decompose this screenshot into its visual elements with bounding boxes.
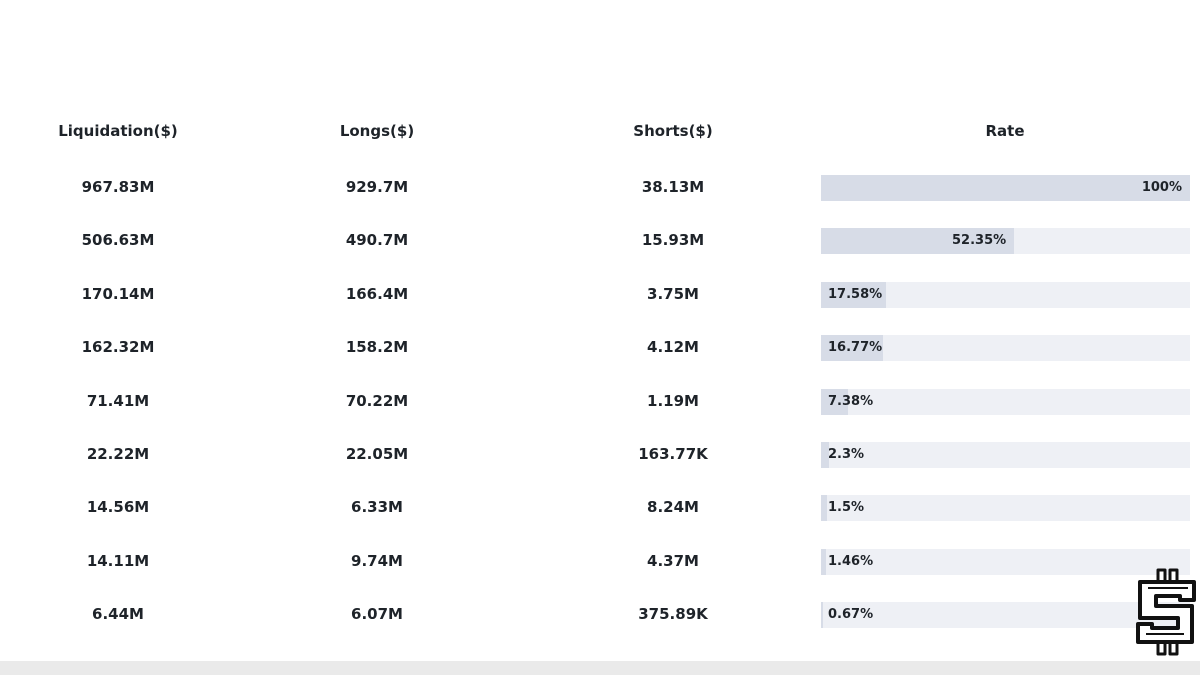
liquidation-value: 6.44M — [92, 605, 144, 623]
longs-value: 6.33M — [351, 498, 403, 516]
liquidation-value: 170.14M — [81, 285, 155, 303]
rate-bar-track: 1.46% — [821, 549, 1190, 575]
table-row: 170.14M 166.4M 3.75M 17.58% — [0, 282, 1200, 308]
longs-value: 166.4M — [345, 285, 409, 303]
header-shorts: Shorts($) — [633, 122, 713, 140]
longs-value: 158.2M — [345, 338, 409, 356]
longs-value: 929.7M — [345, 178, 409, 196]
rate-bar-fill — [821, 495, 827, 521]
table-row: 22.22M 22.05M 163.77K 2.3% — [0, 442, 1200, 468]
rate-label: 2.3% — [828, 447, 865, 462]
shorts-value: 375.89K — [638, 605, 708, 623]
rate-bar-track: 2.3% — [821, 442, 1190, 468]
liquidation-value: 162.32M — [81, 338, 155, 356]
rate-bar-track: 16.77% — [821, 335, 1190, 361]
liquidation-value: 967.83M — [81, 178, 155, 196]
rate-bar-fill — [821, 228, 1015, 254]
rate-bar-track: 100% — [821, 175, 1190, 201]
shorts-value: 38.13M — [641, 178, 705, 196]
rate-label: 52.35% — [952, 233, 1007, 248]
rate-bar-track: 17.58% — [821, 282, 1190, 308]
rate-label: 0.67% — [828, 607, 874, 622]
footer-bar — [0, 661, 1200, 675]
longs-value: 70.22M — [345, 392, 409, 410]
shorts-value: 8.24M — [647, 498, 699, 516]
longs-value: 6.07M — [351, 605, 403, 623]
shorts-value: 163.77K — [638, 445, 708, 463]
rate-bar-fill — [821, 282, 886, 308]
rate-bar-fill — [821, 335, 883, 361]
shorts-value: 15.93M — [641, 231, 705, 249]
longs-value: 9.74M — [351, 552, 403, 570]
longs-value: 22.05M — [345, 445, 409, 463]
rate-label: 7.38% — [828, 394, 874, 409]
rate-bar-fill — [821, 602, 824, 628]
header-longs: Longs($) — [339, 122, 415, 140]
shorts-value: 4.37M — [647, 552, 699, 570]
shorts-value: 1.19M — [647, 392, 699, 410]
rate-bar-fill — [821, 442, 830, 468]
liquidation-value: 71.41M — [86, 392, 150, 410]
rate-label: 100% — [1141, 180, 1182, 195]
rate-bar-track: 7.38% — [821, 389, 1190, 415]
liquidation-value: 14.11M — [86, 552, 150, 570]
table-row: 71.41M 70.22M 1.19M 7.38% — [0, 389, 1200, 415]
rate-label: 16.77% — [828, 340, 883, 355]
rate-bar-fill — [821, 549, 827, 575]
rate-label: 1.46% — [828, 554, 874, 569]
table-row: 506.63M 490.7M 15.93M 52.35% — [0, 228, 1200, 254]
rate-bar-track: 0.67% — [821, 602, 1190, 628]
header-liquidation: Liquidation($) — [58, 122, 178, 140]
rate-bar-fill — [821, 175, 1190, 201]
table-row: 967.83M 929.7M 38.13M 100% — [0, 175, 1200, 201]
liquidation-value: 14.56M — [86, 498, 150, 516]
liquidation-value: 506.63M — [81, 231, 155, 249]
longs-value: 490.7M — [345, 231, 409, 249]
table-row: 6.44M 6.07M 375.89K 0.67% — [0, 602, 1200, 628]
rate-bar-track: 52.35% — [821, 228, 1190, 254]
shorts-value: 3.75M — [647, 285, 699, 303]
table-row: 162.32M 158.2M 4.12M 16.77% — [0, 335, 1200, 361]
table-row: 14.11M 9.74M 4.37M 1.46% — [0, 549, 1200, 575]
rate-bar-track: 1.5% — [821, 495, 1190, 521]
crypto-dollar-logo-icon — [1136, 568, 1196, 656]
rate-label: 1.5% — [828, 500, 865, 515]
shorts-value: 4.12M — [647, 338, 699, 356]
rate-label: 17.58% — [828, 287, 883, 302]
liquidation-value: 22.22M — [86, 445, 150, 463]
rate-bar-fill — [821, 389, 849, 415]
table-row: 14.56M 6.33M 8.24M 1.5% — [0, 495, 1200, 521]
header-rate: Rate — [985, 122, 1025, 140]
